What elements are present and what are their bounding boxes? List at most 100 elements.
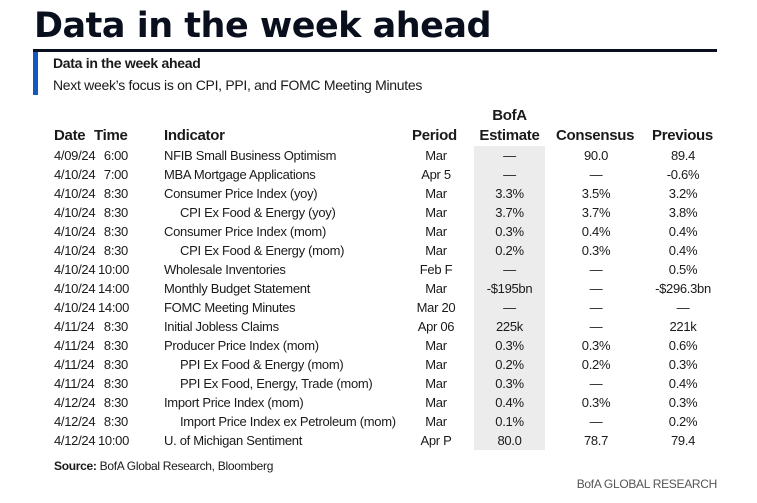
cell-period: Mar	[425, 148, 447, 163]
cell-previous: -$296.3bn	[655, 281, 711, 296]
cell-date: 4/11/24	[54, 357, 95, 372]
cell-indicator: Monthly Budget Statement	[164, 281, 311, 296]
cell-previous: 0.2%	[668, 414, 698, 429]
cell-date: 4/10/24	[54, 205, 96, 220]
table-row: 4/11/24 8:30 PPI Ex Food & Energy (mom) Mar…	[0, 357, 757, 376]
cell-indicator: U. of Michigan Sentiment	[164, 433, 303, 448]
cell-indicator: Consumer Price Index (mom)	[164, 224, 326, 239]
table-row: 4/10/24 10:00 Wholesale Inventories Feb F — —…	[0, 262, 757, 281]
cell-time: 8:30	[103, 243, 128, 258]
cell-previous: 79.4	[670, 433, 696, 448]
table-row: 4/12/24 8:30 Import Price Index ex Petrole…	[0, 414, 757, 433]
table-row: 4/12/24 10:00 U. of Michigan Sentiment Apr …	[0, 433, 757, 452]
cell-time: 14:00	[98, 300, 130, 315]
table-row: 4/10/24 14:00 Monthly Budget Statement Mar -…	[0, 281, 757, 300]
cell-previous: 0.6%	[668, 338, 698, 353]
cell-period: Mar 20	[416, 300, 456, 315]
cell-indicator: PPI Ex Food & Energy (mom)	[180, 357, 344, 372]
cell-indicator: Import Price Index (mom)	[164, 395, 304, 410]
cell-indicator: PPI Ex Food, Energy, Trade (mom)	[180, 376, 373, 391]
cell-consensus: 0.4%	[581, 224, 611, 239]
cell-estimate: 0.1%	[495, 414, 524, 429]
cell-period: Mar	[425, 338, 447, 353]
cell-date: 4/10/24	[54, 167, 96, 182]
cell-consensus: 90.0	[583, 148, 609, 163]
cell-previous: 0.4%	[668, 224, 698, 239]
cell-previous: 0.3%	[668, 357, 698, 372]
cell-consensus: 0.3%	[581, 338, 611, 353]
cell-previous: 221k	[669, 319, 697, 334]
cell-indicator: Producer Price Index (mom)	[164, 338, 319, 353]
header-period: Period	[412, 127, 457, 144]
cell-estimate: 0.3%	[495, 224, 524, 239]
header-time: Time	[94, 127, 128, 144]
cell-time: 10:00	[98, 433, 130, 448]
cell-estimate: 0.4%	[495, 395, 524, 410]
cell-period: Mar	[425, 395, 447, 410]
header-estimate: Estimate	[479, 127, 540, 144]
cell-indicator: Consumer Price Index (yoy)	[164, 186, 318, 201]
footer-brand: BofA GLOBAL RESEARCH	[576, 477, 718, 491]
cell-date: 4/10/24	[54, 243, 96, 258]
cell-time: 8:30	[103, 357, 128, 372]
cell-estimate: 225k	[496, 319, 523, 334]
header-indicator: Indicator	[164, 127, 225, 144]
cell-date: 4/11/24	[54, 338, 95, 353]
cell-period: Mar	[425, 224, 447, 239]
accent-bar	[33, 52, 38, 95]
table-row: 4/11/24 8:30 PPI Ex Food, Energy, Trade (m…	[0, 376, 757, 395]
table-row: 4/09/24 6:00 NFIB Small Business Optimism M…	[0, 148, 757, 167]
cell-date: 4/11/24	[54, 319, 95, 334]
source-text: BofA Global Research, Bloomberg	[96, 459, 274, 473]
cell-consensus: —	[589, 414, 603, 429]
source-label: Source:	[54, 459, 97, 473]
table-row: 4/10/24 14:00 FOMC Meeting Minutes Mar 20 — —…	[0, 300, 757, 319]
cell-estimate: 0.3%	[495, 338, 524, 353]
cell-estimate: —	[503, 300, 516, 315]
cell-indicator: MBA Mortgage Applications	[164, 167, 316, 182]
cell-estimate: 0.2%	[495, 243, 524, 258]
cell-estimate: 3.3%	[495, 186, 524, 201]
cell-previous: 3.2%	[668, 186, 698, 201]
source-note: Source: BofA Global Research, Bloomberg	[54, 459, 273, 473]
cell-indicator: FOMC Meeting Minutes	[164, 300, 296, 315]
cell-indicator: NFIB Small Business Optimism	[164, 148, 337, 163]
cell-consensus: 0.3%	[581, 243, 611, 258]
cell-consensus: 0.3%	[581, 395, 611, 410]
cell-consensus: —	[589, 376, 603, 391]
table-row: 4/12/24 8:30 Import Price Index (mom) Mar 0.…	[0, 395, 757, 414]
page-title: Data in the week ahead	[34, 6, 492, 46]
cell-time: 8:30	[103, 376, 128, 391]
table-title: Data in the week ahead	[53, 55, 201, 71]
cell-time: 6:00	[103, 148, 128, 163]
cell-period: Feb F	[419, 262, 453, 277]
cell-period: Mar	[425, 376, 447, 391]
cell-estimate: —	[503, 262, 516, 277]
estimate-column-shade	[474, 146, 545, 450]
cell-date: 4/10/24	[54, 281, 96, 296]
table-row: 4/10/24 8:30 CPI Ex Food & Energy (mom) Mar…	[0, 243, 757, 262]
cell-consensus: 78.7	[583, 433, 609, 448]
cell-date: 4/10/24	[54, 224, 96, 239]
table-description: Next week’s focus is on CPI, PPI, and FO…	[53, 77, 423, 93]
cell-date: 4/10/24	[54, 186, 96, 201]
cell-time: 10:00	[98, 262, 130, 277]
cell-period: Mar	[425, 281, 447, 296]
cell-indicator: Initial Jobless Claims	[164, 319, 279, 334]
cell-period: Mar	[425, 357, 447, 372]
cell-date: 4/10/24	[54, 300, 96, 315]
cell-period: Apr 06	[417, 319, 455, 334]
cell-date: 4/10/24	[54, 262, 96, 277]
cell-consensus: —	[589, 167, 603, 182]
cell-consensus: 0.2%	[581, 357, 611, 372]
cell-time: 14:00	[98, 281, 130, 296]
table-row: 4/11/24 8:30 Producer Price Index (mom) Mar…	[0, 338, 757, 357]
cell-consensus: —	[589, 262, 603, 277]
cell-time: 7:00	[103, 167, 128, 182]
cell-time: 8:30	[103, 414, 128, 429]
cell-estimate: 80.0	[497, 433, 522, 448]
cell-date: 4/11/24	[54, 376, 95, 391]
cell-period: Mar	[425, 243, 447, 258]
cell-estimate: -$195bn	[486, 281, 533, 296]
cell-previous: 0.4%	[668, 243, 698, 258]
